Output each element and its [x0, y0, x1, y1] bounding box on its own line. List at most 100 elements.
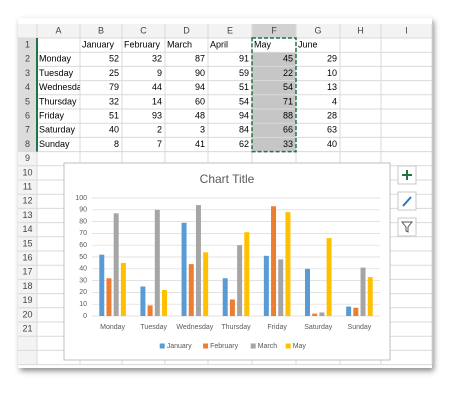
- cell: 90: [195, 68, 205, 78]
- bar: [353, 307, 359, 316]
- cell: 45: [283, 54, 293, 64]
- cell: 40: [109, 125, 119, 135]
- legend-swatch: [159, 343, 165, 349]
- cell: May: [254, 39, 272, 49]
- row-header: 3: [25, 68, 30, 78]
- cell: 87: [195, 54, 205, 64]
- column-header: G: [314, 25, 321, 35]
- selected-column-header: [252, 24, 296, 38]
- x-tick-label: Monday: [100, 324, 125, 331]
- bar: [99, 254, 105, 316]
- y-tick-label: 10: [79, 301, 87, 308]
- bar: [360, 267, 366, 316]
- row-header: 5: [25, 96, 30, 106]
- cell: 14: [152, 96, 162, 106]
- y-tick-label: 100: [75, 195, 87, 202]
- bar: [346, 306, 352, 316]
- cell: 2: [157, 125, 162, 135]
- cell: 3: [200, 125, 205, 135]
- x-tick-label: Wednesday: [176, 324, 213, 331]
- bar: [222, 278, 228, 316]
- cell: Tuesday: [39, 68, 74, 78]
- cell: 93: [152, 110, 162, 120]
- row-header: 15: [22, 238, 32, 248]
- cell: 88: [283, 110, 293, 120]
- cell: 94: [195, 82, 205, 92]
- bar: [319, 312, 325, 316]
- cell: 44: [152, 82, 162, 92]
- bar: [326, 238, 332, 316]
- cell: 54: [239, 96, 249, 106]
- bar: [140, 286, 146, 316]
- bar: [285, 212, 291, 316]
- cell: 33: [283, 139, 293, 149]
- cell: 40: [327, 139, 337, 149]
- y-tick-label: 30: [79, 277, 87, 284]
- cell: 32: [109, 96, 119, 106]
- y-tick-label: 40: [79, 266, 87, 273]
- bar: [278, 259, 284, 316]
- cell: Friday: [39, 110, 65, 120]
- cell: 28: [327, 110, 337, 120]
- x-tick-label: Tuesday: [140, 324, 167, 331]
- bar: [188, 264, 194, 316]
- cell: March: [167, 39, 192, 49]
- cell: 10: [327, 68, 337, 78]
- cell: January: [82, 39, 115, 49]
- row-header: 16: [22, 252, 32, 262]
- y-tick-label: 60: [79, 242, 87, 249]
- cell: 8: [114, 139, 119, 149]
- row-header: 6: [25, 110, 30, 120]
- legend-swatch: [203, 343, 209, 349]
- bar: [147, 305, 153, 316]
- cell: 62: [239, 139, 249, 149]
- bar: [181, 222, 187, 316]
- filter-button[interactable]: [397, 217, 417, 237]
- cell: April: [210, 39, 228, 49]
- row-header: 20: [22, 309, 32, 319]
- bar: [237, 245, 243, 316]
- cell: 51: [109, 110, 119, 120]
- bar: [312, 313, 318, 316]
- column-header: A: [55, 25, 61, 35]
- bar: [263, 255, 269, 316]
- cell: 32: [152, 54, 162, 64]
- plus-icon: [402, 170, 412, 180]
- row-header: 21: [22, 323, 32, 333]
- cell: 66: [283, 125, 293, 135]
- x-tick-label: Saturday: [304, 324, 333, 331]
- legend-label: March: [258, 343, 278, 350]
- row-header: 2: [25, 54, 30, 64]
- cell: 13: [327, 82, 337, 92]
- row-header: 8: [25, 139, 30, 149]
- cell: 41: [195, 139, 205, 149]
- cell: 54: [283, 82, 293, 92]
- x-tick-label: Friday: [267, 324, 287, 331]
- bar: [154, 209, 160, 316]
- cell: 59: [239, 68, 249, 78]
- cell: 51: [239, 82, 249, 92]
- cell: 7: [157, 139, 162, 149]
- cell: 60: [195, 96, 205, 106]
- bar: [304, 268, 310, 316]
- y-tick-label: 80: [79, 218, 87, 225]
- column-header: E: [227, 25, 233, 35]
- legend-label: January: [167, 343, 192, 350]
- cell: Wednesday: [39, 82, 87, 92]
- row-header: 1: [25, 39, 30, 49]
- filter-icon: [400, 221, 414, 233]
- column-header: H: [357, 25, 364, 35]
- cell: 71: [283, 96, 293, 106]
- column-header: I: [405, 25, 408, 35]
- cell: 91: [239, 54, 249, 64]
- legend-label: May: [293, 343, 307, 350]
- bar: [203, 252, 209, 316]
- row-header: 9: [25, 153, 30, 163]
- bar: [367, 277, 373, 316]
- column-header: D: [183, 25, 190, 35]
- row-header: 4: [25, 82, 30, 92]
- column-header: B: [98, 25, 104, 35]
- row-header: 19: [22, 295, 32, 305]
